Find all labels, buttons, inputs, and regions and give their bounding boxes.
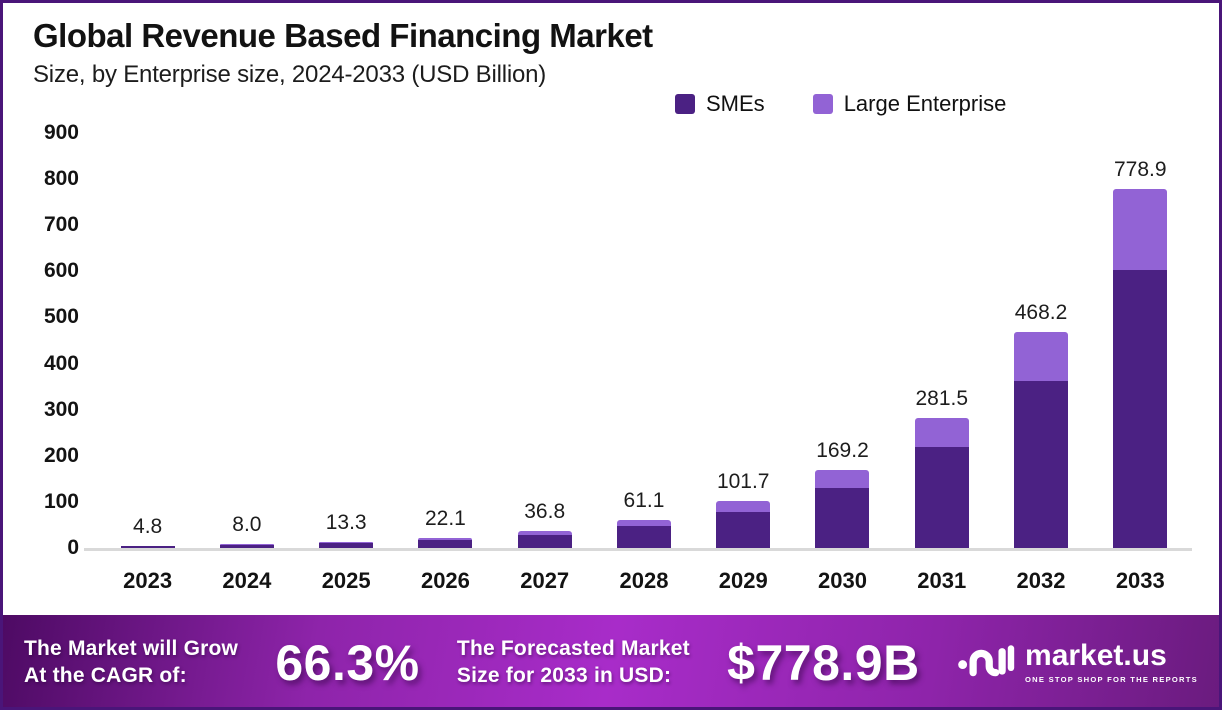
bar-segment-smes — [319, 543, 374, 548]
bar-segment-smes — [418, 540, 473, 548]
marketus-logo: market.us ONE STOP SHOP FOR THE REPORTS — [957, 639, 1198, 687]
x-axis-label: 2032 — [1016, 568, 1066, 593]
y-axis-tick-label: 500 — [43, 305, 79, 329]
bars-row: 4.8 2023 8.0 2024 13.3 2025 22.1 2026 36.8 2027 61… — [98, 133, 1190, 593]
bar-segment-smes — [716, 511, 771, 548]
bar-segment-large-enterprise — [418, 537, 473, 541]
bar-column: 61.1 2028 — [594, 133, 693, 593]
bar-column: 8.0 2024 — [197, 133, 296, 593]
x-axis-label: 2026 — [420, 568, 470, 593]
bar-column: 13.3 2025 — [297, 133, 396, 593]
x-axis-label: 2023 — [123, 568, 173, 593]
bar-value-label: 4.8 — [133, 514, 163, 538]
forecast-value: $778.9B — [727, 634, 920, 691]
page-subtitle: Size, by Enterprise size, 2024-2033 (USD… — [33, 61, 547, 88]
bar-column: 101.7 2029 — [694, 133, 793, 593]
bar-column: 778.9 2033 — [1091, 133, 1190, 593]
legend-item: Large Enterprise — [812, 91, 1007, 117]
bar-segment-large-enterprise — [716, 501, 771, 512]
legend-item: SMEs — [675, 91, 765, 117]
bar-segment-large-enterprise — [219, 544, 274, 546]
bar-value-label: 13.3 — [325, 510, 367, 534]
bar-segment-large-enterprise — [319, 541, 374, 544]
bar-segment-smes — [517, 534, 572, 548]
bar-value-label: 468.2 — [1014, 301, 1068, 325]
bar-segment-large-enterprise — [616, 519, 671, 527]
legend: SMEs Large Enterprise — [675, 91, 1006, 117]
cagr-caption: The Market will Grow At the CAGR of: — [24, 636, 238, 689]
cagr-caption-line1: The Market will Grow — [24, 637, 239, 661]
legend-swatch-smes — [675, 94, 695, 114]
bar-segment-smes — [1113, 269, 1168, 548]
x-axis-label: 2028 — [619, 568, 669, 593]
bar-segment-large-enterprise — [1113, 188, 1168, 270]
y-axis: 0 100 200 300 400 500 600 700 800 900 — [17, 121, 79, 559]
bar-value-label: 101.7 — [716, 470, 770, 494]
bar-segment-smes — [1014, 380, 1069, 548]
y-axis-tick-label: 100 — [43, 489, 79, 513]
forecast-caption-line2: Size for 2033 in USD: — [456, 663, 672, 687]
y-axis-tick-label: 700 — [43, 213, 79, 237]
plot-area: 4.8 2023 8.0 2024 13.3 2025 22.1 2026 36.8 2027 61… — [84, 133, 1192, 593]
y-axis-tick-label: 600 — [43, 259, 79, 283]
bar-column: 22.1 2026 — [396, 133, 495, 593]
bar-value-label: 169.2 — [816, 439, 869, 462]
bar-value-label: 61.1 — [623, 488, 665, 512]
x-axis-label: 2031 — [917, 568, 967, 593]
bar-segment-large-enterprise — [120, 545, 175, 547]
y-axis-tick-label: 0 — [67, 536, 79, 559]
x-axis-label: 2033 — [1115, 568, 1165, 593]
bar-column: 169.2 2030 — [793, 133, 892, 593]
y-axis-tick-label: 300 — [43, 397, 79, 421]
bar-value-label: 8.0 — [232, 513, 262, 537]
bar-segment-smes — [815, 487, 870, 548]
marketus-logo-textblock: market.us ONE STOP SHOP FOR THE REPORTS — [1025, 639, 1198, 685]
bar-column: 281.5 2031 — [892, 133, 991, 593]
bottom-banner: The Market will Grow At the CAGR of: 66.… — [3, 615, 1219, 707]
bar-column: 468.2 2032 — [991, 133, 1090, 593]
legend-label: SMEs — [706, 91, 765, 116]
y-axis-tick-label: 800 — [43, 167, 79, 191]
forecast-caption-line1: The Forecasted Market — [456, 637, 690, 661]
bar-value-label: 778.9 — [1114, 157, 1167, 181]
marketus-logo-text: market.us — [1025, 639, 1167, 672]
cagr-caption-line2: At the CAGR of: — [24, 663, 187, 687]
marketus-logo-icon — [958, 644, 1015, 676]
bar-segment-large-enterprise — [517, 531, 572, 535]
bar-value-label: 36.8 — [524, 500, 566, 524]
y-axis-tick-label: 400 — [43, 351, 79, 375]
marketus-logo-tagline: ONE STOP SHOP FOR THE REPORTS — [1025, 675, 1198, 684]
page-title: Global Revenue Based Financing Market — [33, 17, 653, 54]
legend-swatch-large-enterprise — [812, 94, 833, 114]
bar-segment-large-enterprise — [914, 418, 969, 448]
bar-column: 4.8 2023 — [98, 133, 197, 593]
bar-segment-smes — [914, 447, 969, 548]
bar-value-label: 22.1 — [424, 506, 466, 530]
x-axis-label: 2027 — [520, 568, 570, 593]
bar-column: 36.8 2027 — [495, 133, 594, 593]
legend-label: Large Enterprise — [843, 91, 1007, 116]
bar-segment-large-enterprise — [1014, 332, 1069, 381]
forecast-caption: The Forecasted Market Size for 2033 in U… — [457, 636, 690, 689]
bar-segment-smes — [616, 526, 671, 548]
bar-segment-large-enterprise — [815, 470, 870, 488]
bar-value-label: 281.5 — [915, 387, 969, 411]
bar-segment-smes — [120, 546, 175, 548]
y-axis-tick-label: 900 — [43, 121, 79, 144]
x-axis-label: 2024 — [222, 568, 272, 593]
y-axis-tick-label: 200 — [43, 443, 79, 467]
bar-segment-smes — [219, 545, 274, 548]
x-axis-label: 2025 — [321, 568, 371, 593]
x-axis-label: 2029 — [718, 568, 768, 593]
cagr-value: 66.3% — [275, 634, 420, 691]
x-axis-label: 2030 — [818, 568, 867, 593]
